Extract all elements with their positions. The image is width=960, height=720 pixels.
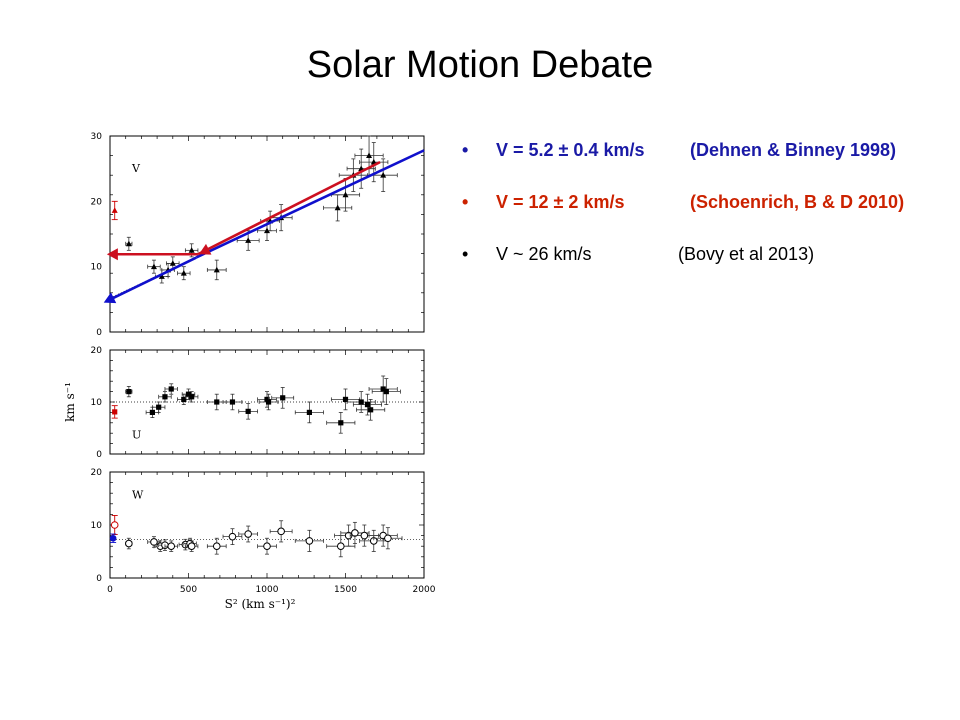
blue-fit-line (195, 149, 425, 259)
y-tick-label: 30 (91, 132, 103, 142)
data-point (277, 527, 285, 536)
bullet-marker: • (462, 140, 469, 160)
x-tick-label: 2000 (413, 585, 436, 595)
data-point (126, 389, 132, 395)
data-point (162, 394, 168, 400)
data-point (265, 399, 272, 405)
data-point (213, 266, 220, 273)
red-arrow-line (197, 160, 381, 256)
data-point (368, 407, 374, 413)
data-point (360, 531, 369, 540)
bullet-reference: (Bovy et al 2013) (678, 244, 815, 264)
x-tick-label: 1500 (334, 585, 357, 595)
bullet-reference: (Schoenrich, B & D 2010) (690, 192, 905, 212)
red-point (110, 521, 119, 529)
data-point (342, 191, 349, 198)
data-point (338, 420, 344, 426)
y-tick-label: 10 (91, 521, 103, 531)
y-tick-label: 20 (91, 468, 103, 478)
data-point (245, 408, 251, 414)
blue-point (109, 534, 117, 542)
data-point (384, 534, 392, 543)
x-axis-label: S² (km s⁻¹)² (225, 597, 296, 610)
data-point (185, 391, 192, 397)
data-point (188, 247, 195, 253)
y-axis-label: km s⁻¹ (63, 382, 77, 422)
red-point (111, 207, 118, 213)
data-point (380, 172, 387, 178)
data-point (383, 389, 389, 395)
blue-arrow-head (103, 292, 117, 304)
data-point (245, 237, 252, 243)
y-tick-label: 10 (91, 398, 103, 408)
x-tick-label: 1000 (256, 585, 279, 595)
data-point (125, 539, 133, 548)
data-point (180, 270, 187, 276)
data-point (150, 263, 157, 270)
data-point (187, 542, 196, 551)
panel-label: U (132, 428, 141, 441)
data-point (244, 530, 252, 538)
y-tick-label: 0 (96, 328, 102, 338)
solar-motion-figure: 0 10 20 30 V 0 10 20 U 0 10 20 0 500 1000 1500 2000 W S² … (63, 132, 436, 610)
y-tick-label: 0 (96, 450, 102, 460)
bullet-reference: (Dehnen & Binney 1998) (690, 140, 897, 160)
data-point (158, 273, 165, 279)
blue-arrow-line (111, 256, 197, 300)
data-point (263, 542, 271, 551)
data-point (169, 260, 176, 266)
bullet-list: • V = 5.2 ± 0.4 km/s (Dehnen & Binney 19… (462, 140, 952, 296)
bullet-value: V = 12 ± 2 km/s (496, 192, 625, 212)
data-point (351, 529, 359, 537)
data-point (229, 399, 236, 405)
y-tick-label: 20 (91, 197, 103, 207)
data-point (181, 396, 187, 402)
data-point (358, 399, 364, 405)
red-arrow-head (106, 248, 118, 261)
data-point (125, 240, 132, 247)
bullet-bovy: • V ~ 26 km/s (Bovy et al 2013) (462, 244, 952, 296)
panel-label: W (132, 489, 144, 502)
slide-title: Solar Motion Debate (306, 44, 654, 86)
data-point (189, 394, 195, 400)
red-arrow-head (198, 243, 212, 255)
data-point (167, 542, 176, 551)
bullet-marker: • (462, 192, 469, 212)
bullet-marker: • (462, 244, 469, 264)
data-point (342, 396, 349, 402)
data-point (364, 402, 371, 408)
data-point (214, 399, 220, 405)
data-point (149, 409, 155, 415)
x-tick-label: 500 (180, 585, 197, 595)
x-tick-label: 0 (107, 585, 113, 595)
y-tick-label: 20 (91, 346, 103, 356)
bullet-schoenrich: • V = 12 ± 2 km/s (Schoenrich, B & D 201… (462, 192, 952, 244)
data-point (212, 542, 221, 551)
y-tick-label: 0 (96, 574, 102, 584)
panel-label: V (131, 162, 141, 175)
bullet-value: V = 5.2 ± 0.4 km/s (496, 140, 645, 160)
data-point (366, 152, 373, 158)
data-point (156, 404, 162, 410)
bullet-value: V ~ 26 km/s (496, 244, 592, 264)
panel-frame (109, 471, 425, 579)
data-point (280, 395, 286, 401)
red-point (112, 409, 118, 415)
data-point (264, 227, 270, 234)
bullet-dehnen-binney: • V = 5.2 ± 0.4 km/s (Dehnen & Binney 19… (462, 140, 952, 192)
data-point (380, 386, 386, 392)
data-point (334, 204, 341, 211)
y-tick-label: 10 (91, 263, 103, 273)
data-point (228, 532, 237, 541)
data-point (336, 542, 345, 551)
data-point (306, 409, 312, 415)
data-point (305, 537, 314, 545)
data-point (168, 386, 174, 392)
